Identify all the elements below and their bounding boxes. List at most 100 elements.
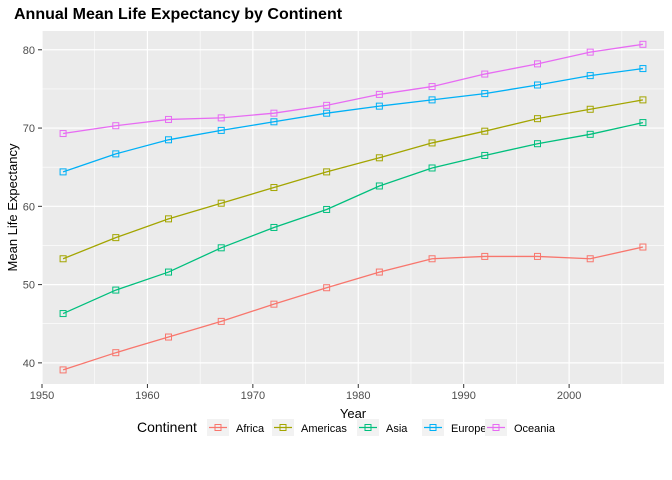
plot-panel <box>42 31 664 384</box>
legend-key-marker <box>214 424 222 431</box>
data-point <box>323 109 331 117</box>
data-point <box>481 127 489 135</box>
legend-item-americas: Americas <box>272 419 347 436</box>
data-point <box>586 130 594 138</box>
data-point <box>270 109 278 117</box>
legend-label: Europe <box>451 423 486 435</box>
data-point <box>481 252 489 260</box>
legend-key-marker <box>364 424 372 431</box>
series-oceania <box>59 40 647 138</box>
data-point <box>59 310 67 318</box>
y-tick-label: 80 <box>23 45 35 57</box>
data-point <box>533 81 541 89</box>
series-line-africa <box>62 246 644 371</box>
legend-item-oceania: Oceania <box>485 419 556 436</box>
legend-title: Continent <box>137 419 197 435</box>
x-tick-label: 1950 <box>30 390 54 402</box>
series-line-oceania <box>62 43 644 135</box>
data-point <box>112 349 120 357</box>
data-point <box>428 96 436 104</box>
data-point <box>112 150 120 158</box>
series-europe <box>59 65 647 176</box>
data-point <box>481 151 489 159</box>
data-point <box>428 164 436 172</box>
data-point <box>217 317 225 325</box>
series-line-asia <box>62 121 644 315</box>
data-point <box>270 300 278 308</box>
major-gridlines <box>41 31 664 384</box>
legend-item-asia: Asia <box>357 419 408 436</box>
legend-key-marker <box>429 424 437 431</box>
x-tick-label: 1970 <box>241 390 265 402</box>
data-point <box>639 65 647 73</box>
data-point <box>165 268 173 276</box>
data-point <box>59 366 67 374</box>
data-point <box>533 140 541 148</box>
data-point <box>217 199 225 207</box>
data-point <box>112 286 120 294</box>
chart-title: Annual Mean Life Expectancy by Continent <box>14 6 343 23</box>
data-point <box>586 255 594 263</box>
data-point <box>586 72 594 80</box>
data-point <box>533 115 541 123</box>
legend-label: Asia <box>386 423 408 435</box>
data-point <box>59 130 67 138</box>
x-tick-label: 2000 <box>557 390 581 402</box>
data-point <box>481 90 489 98</box>
series-africa <box>59 243 647 374</box>
data-point <box>217 114 225 122</box>
data-point <box>375 182 383 190</box>
y-tick-label: 70 <box>23 123 35 135</box>
series-line-americas <box>62 99 644 260</box>
data-point <box>323 168 331 176</box>
legend-key-marker <box>492 424 500 431</box>
legend-item-europe: Europe <box>422 419 486 436</box>
legend: Continent Africa Americas Asia Europe Oceani… <box>137 419 556 436</box>
data-point <box>270 118 278 126</box>
data-point <box>586 105 594 113</box>
data-point <box>270 223 278 231</box>
data-point <box>639 243 647 251</box>
data-point <box>217 126 225 134</box>
series-layer <box>59 40 647 374</box>
y-tick-label: 60 <box>23 201 35 213</box>
data-point <box>375 102 383 110</box>
legend-label: Americas <box>301 423 347 435</box>
data-point <box>270 184 278 192</box>
legend-key-marker <box>279 424 287 431</box>
axis-ticks: 1950 1960 1970 1980 1990 2000 40 50 60 70 80 <box>23 45 582 402</box>
x-axis-title: Year <box>340 406 367 421</box>
minor-gridlines <box>42 31 664 384</box>
data-point <box>481 70 489 78</box>
data-point <box>375 268 383 276</box>
data-point <box>323 101 331 109</box>
legend-label: Africa <box>236 423 265 435</box>
data-point <box>112 234 120 242</box>
data-point <box>375 154 383 162</box>
data-point <box>112 122 120 130</box>
y-axis-title: Mean Life Expectancy <box>5 143 20 271</box>
data-point <box>59 255 67 263</box>
data-point <box>639 96 647 104</box>
data-point <box>59 168 67 176</box>
series-americas <box>59 96 647 263</box>
data-point <box>586 48 594 56</box>
data-point <box>323 205 331 213</box>
series-asia <box>59 119 647 318</box>
data-point <box>217 244 225 252</box>
data-point <box>165 115 173 123</box>
data-point <box>428 139 436 147</box>
data-point <box>639 40 647 48</box>
data-point <box>533 252 541 260</box>
x-tick-label: 1960 <box>135 390 159 402</box>
x-tick-label: 1980 <box>346 390 370 402</box>
data-point <box>165 333 173 341</box>
data-point <box>533 60 541 68</box>
data-point <box>323 284 331 292</box>
data-point <box>165 136 173 144</box>
data-point <box>428 83 436 91</box>
data-point <box>428 255 436 263</box>
data-point <box>165 215 173 223</box>
y-tick-label: 40 <box>23 358 35 370</box>
